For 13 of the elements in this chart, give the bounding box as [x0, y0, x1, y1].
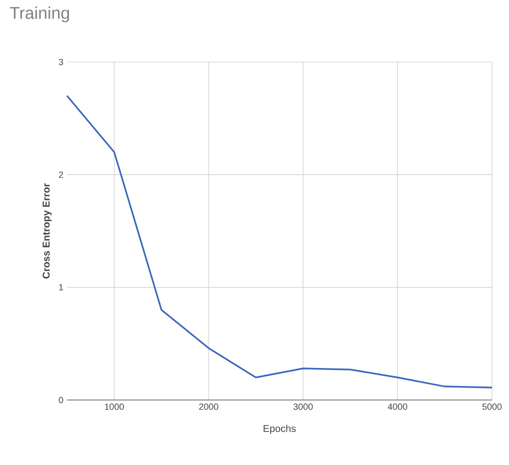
y-tick-label: 2 — [58, 172, 64, 178]
y-tick-label: 1 — [59, 284, 64, 290]
line-series — [66, 94, 493, 388]
x-axis-title: Epochs — [264, 424, 296, 434]
x-tick-label: 2000 — [199, 404, 218, 410]
x-tick-label: 3000 — [293, 404, 313, 410]
x-tick-label: 5000 — [482, 404, 502, 410]
y-tick-label: 0 — [58, 396, 64, 404]
y-axis-title: Cross Entropy Error — [42, 183, 52, 278]
x-tick-label: 1000 — [104, 404, 124, 410]
y-tick-label: 3 — [58, 58, 64, 66]
chart-title: Training — [10, 6, 69, 22]
x-tick-label: 4000 — [388, 404, 408, 410]
